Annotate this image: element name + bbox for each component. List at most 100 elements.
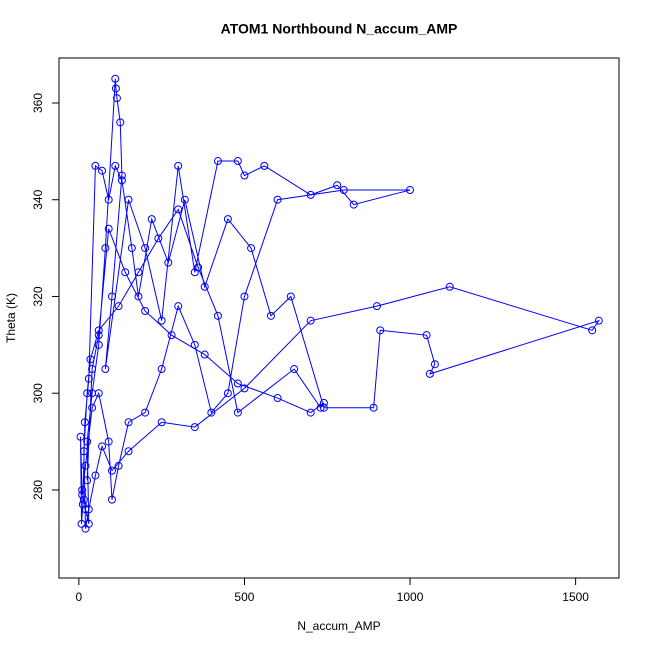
point — [240, 292, 249, 301]
point — [588, 326, 597, 335]
point — [167, 331, 176, 340]
point — [124, 418, 133, 427]
point — [154, 234, 163, 243]
y-tick-label: 300 — [31, 383, 45, 403]
point — [81, 505, 90, 514]
point — [124, 447, 133, 456]
point — [306, 316, 315, 325]
point — [84, 505, 93, 514]
point — [174, 205, 183, 214]
point — [164, 258, 173, 267]
point — [107, 292, 116, 301]
point — [116, 118, 125, 127]
point — [121, 268, 130, 277]
y-tick-label: 280 — [31, 480, 45, 500]
point — [78, 485, 87, 494]
point — [157, 418, 166, 427]
point — [266, 311, 275, 320]
point — [157, 365, 166, 374]
point — [104, 224, 113, 233]
point — [200, 282, 209, 291]
point — [369, 403, 378, 412]
point — [141, 244, 150, 253]
point — [77, 519, 86, 528]
point — [79, 447, 88, 456]
point — [207, 408, 216, 417]
point — [594, 316, 603, 325]
point — [200, 350, 209, 359]
x-tick-label: 1000 — [397, 590, 424, 604]
point — [174, 302, 183, 311]
point — [233, 157, 242, 166]
point — [425, 369, 434, 378]
point — [104, 195, 113, 204]
point — [141, 408, 150, 417]
point — [76, 432, 85, 441]
point — [319, 398, 328, 407]
point — [111, 84, 120, 93]
point — [78, 490, 87, 499]
series-line — [80, 78, 601, 529]
point — [306, 190, 315, 199]
x-tick-label: 1500 — [562, 590, 589, 604]
point — [79, 495, 88, 504]
point — [445, 282, 454, 291]
point — [349, 200, 358, 209]
x-tick-label: 0 — [76, 590, 83, 604]
point — [319, 403, 328, 412]
point — [114, 461, 123, 470]
y-tick-label: 340 — [31, 189, 45, 209]
point — [111, 161, 120, 170]
point — [406, 186, 415, 195]
point — [88, 403, 97, 412]
point — [376, 326, 385, 335]
point — [83, 476, 92, 485]
point — [147, 215, 156, 224]
point — [111, 74, 120, 83]
point — [194, 263, 203, 272]
point — [127, 244, 136, 253]
point — [273, 195, 282, 204]
point — [88, 365, 97, 374]
point — [339, 186, 348, 195]
point — [273, 394, 282, 403]
point — [422, 331, 431, 340]
point — [134, 268, 143, 277]
point — [223, 389, 232, 398]
chart-title: ATOM1 Northbound N_accum_AMP — [221, 21, 458, 37]
point — [114, 302, 123, 311]
point — [213, 311, 222, 320]
point — [233, 408, 242, 417]
point — [430, 360, 439, 369]
point — [333, 181, 342, 190]
point — [101, 244, 110, 253]
point — [94, 326, 103, 335]
point — [81, 524, 90, 533]
point — [107, 495, 116, 504]
point — [286, 292, 295, 301]
point — [290, 365, 299, 374]
point — [80, 418, 89, 427]
point — [98, 442, 107, 451]
point — [104, 437, 113, 446]
point — [101, 365, 110, 374]
point — [112, 94, 121, 103]
y-axis-label: Theta (K) — [4, 293, 18, 343]
point — [124, 195, 133, 204]
point — [233, 379, 242, 388]
point — [260, 161, 269, 170]
point — [81, 461, 90, 470]
point — [94, 340, 103, 349]
point — [94, 331, 103, 340]
point — [213, 157, 222, 166]
point — [78, 500, 87, 509]
x-axis-label: N_accum_AMP — [297, 619, 380, 633]
point — [98, 166, 107, 175]
point — [117, 171, 126, 180]
point — [247, 244, 256, 253]
point — [84, 374, 93, 383]
point — [141, 306, 150, 315]
point — [134, 292, 143, 301]
